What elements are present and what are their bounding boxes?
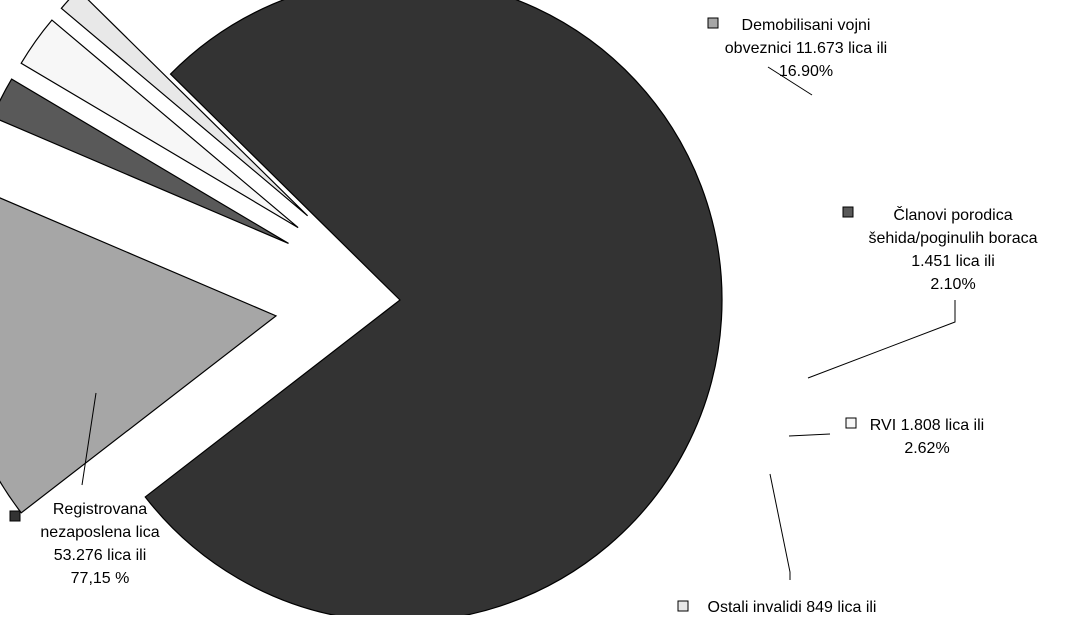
- data-label-3-line-3: 1.451 lica ili: [911, 253, 995, 270]
- data-label-1: Registrovana nezaposlena lica 53.276 lica …: [40, 501, 159, 587]
- data-label-3-line-4: 2.10%: [930, 276, 975, 293]
- data-label-1-line-4: 77,15 %: [71, 570, 130, 587]
- data-label-2-line-3: 16.90%: [779, 63, 833, 80]
- legend-key-1: [9, 510, 21, 522]
- data-label-3: Članovi porodica šehida/poginulih boraca 1…: [868, 205, 1037, 293]
- data-label-4-line-2: 2.62%: [904, 440, 949, 457]
- data-label-2: Demobilisani vojni obveznici 11.673 lica …: [725, 17, 887, 80]
- pie-slice-5: [60, 0, 309, 217]
- slices-layer: [0, 0, 723, 620]
- data-label-4: RVI 1.808 lica ili 2.62%: [870, 417, 984, 457]
- data-label-5-line-1: Ostali invalidi 849 lica ili: [708, 599, 877, 615]
- data-label-1-line-3: 53.276 lica ili: [54, 547, 147, 564]
- pie-slice-3: [0, 78, 289, 244]
- leader-line-1: [81, 392, 97, 486]
- leader-line-2: [767, 66, 813, 96]
- data-label-3-line-2: šehida/poginulih boraca: [868, 230, 1037, 247]
- data-label-4-line-1: RVI 1.808 lica ili: [870, 417, 984, 434]
- legend-key-3: [842, 206, 854, 218]
- legend-key-5: [677, 600, 689, 612]
- data-label-3-line-1: Članovi porodica: [893, 205, 1012, 224]
- leader-line-3: [807, 300, 956, 379]
- leader-line-5: [769, 473, 791, 580]
- leader-lines-layer: [81, 66, 956, 580]
- data-label-2-line-2: obveznici 11.673 lica ili: [725, 40, 887, 57]
- data-label-1-line-1: Registrovana: [53, 501, 147, 518]
- data-label-2-line-1: Demobilisani vojni: [742, 17, 871, 34]
- leader-line-4: [788, 433, 831, 437]
- legend-key-4: [845, 417, 857, 429]
- pie-slice-4: [20, 19, 299, 229]
- data-labels-layer: Registrovana nezaposlena lica 53.276 lica …: [9, 17, 1038, 616]
- legend-key-2: [707, 17, 719, 29]
- data-label-1-line-2: nezaposlena lica: [40, 524, 159, 541]
- pie-slice-2: [0, 197, 278, 514]
